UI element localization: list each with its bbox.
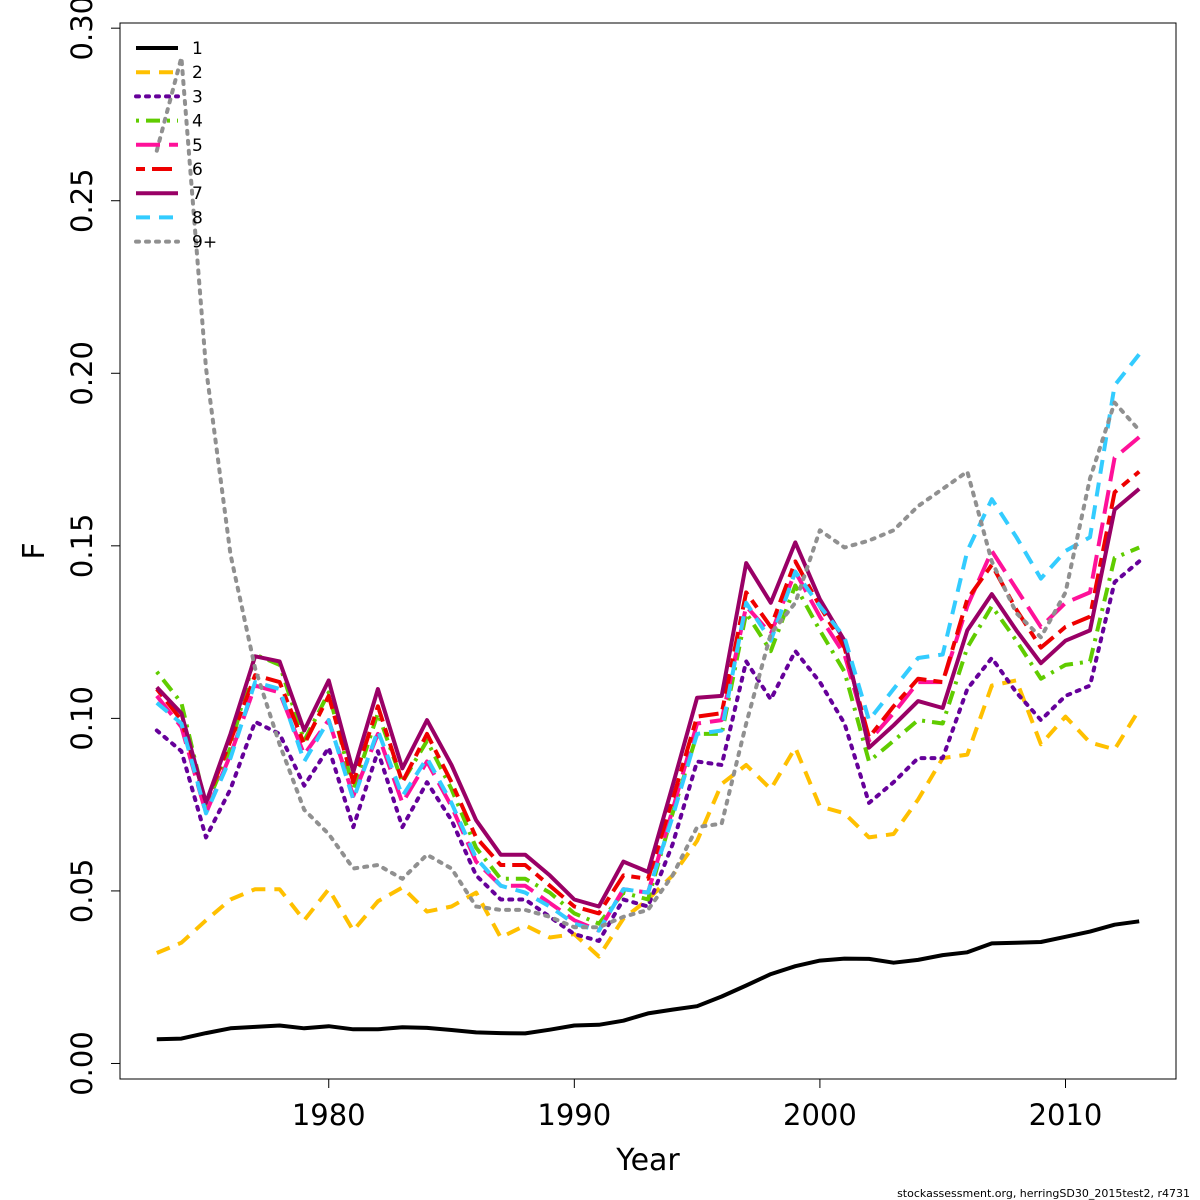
- y-axis: 0.00 0.05 0.10 0.15 0.20 0.25 0.30: [65, 0, 120, 1096]
- x-axis: 1980 1990 2000 2010: [292, 1079, 1103, 1132]
- legend-label: 3: [192, 87, 203, 107]
- series-line-9plus: [154, 55, 1142, 930]
- series-line-2: [156, 678, 1141, 959]
- y-tick-label: 0.25: [65, 168, 99, 233]
- y-tick-label: 0.15: [65, 514, 99, 579]
- footer-note: stockassessment.org, herringSD30_2015tes…: [897, 1187, 1190, 1200]
- series-layer: [154, 55, 1142, 1042]
- series-line-6: [155, 470, 1141, 916]
- y-tick-label: 0.30: [65, 0, 99, 60]
- y-tick-label: 0.05: [65, 859, 99, 924]
- legend-label: 4: [192, 112, 203, 132]
- legend-label: 8: [192, 208, 203, 228]
- plot-frame: [119, 22, 1177, 1080]
- x-tick-label: 2010: [1029, 1098, 1103, 1132]
- y-axis-label: F: [17, 542, 52, 559]
- series-line-3: [154, 559, 1142, 943]
- x-tick-label: 1980: [292, 1098, 366, 1132]
- x-tick-label: 1990: [537, 1098, 611, 1132]
- legend-label: 2: [192, 63, 203, 83]
- legend-label: 5: [192, 136, 203, 156]
- legend-label: 6: [192, 160, 203, 180]
- x-axis-label: Year: [615, 1143, 680, 1178]
- series-line-1: [156, 919, 1140, 1042]
- x-tick-label: 2000: [783, 1098, 857, 1132]
- series-line-7: [155, 487, 1141, 909]
- legend-label: 9+: [192, 233, 217, 253]
- series-line-8: [155, 353, 1141, 933]
- y-tick-label: 0.20: [65, 341, 99, 406]
- legend-label: 1: [192, 39, 203, 59]
- legend: 1 2 3 4 5 6 7 8 9+: [134, 39, 217, 253]
- y-tick-label: 0.10: [65, 686, 99, 751]
- y-tick-label: 0.00: [65, 1031, 99, 1096]
- legend-label: 7: [192, 184, 203, 204]
